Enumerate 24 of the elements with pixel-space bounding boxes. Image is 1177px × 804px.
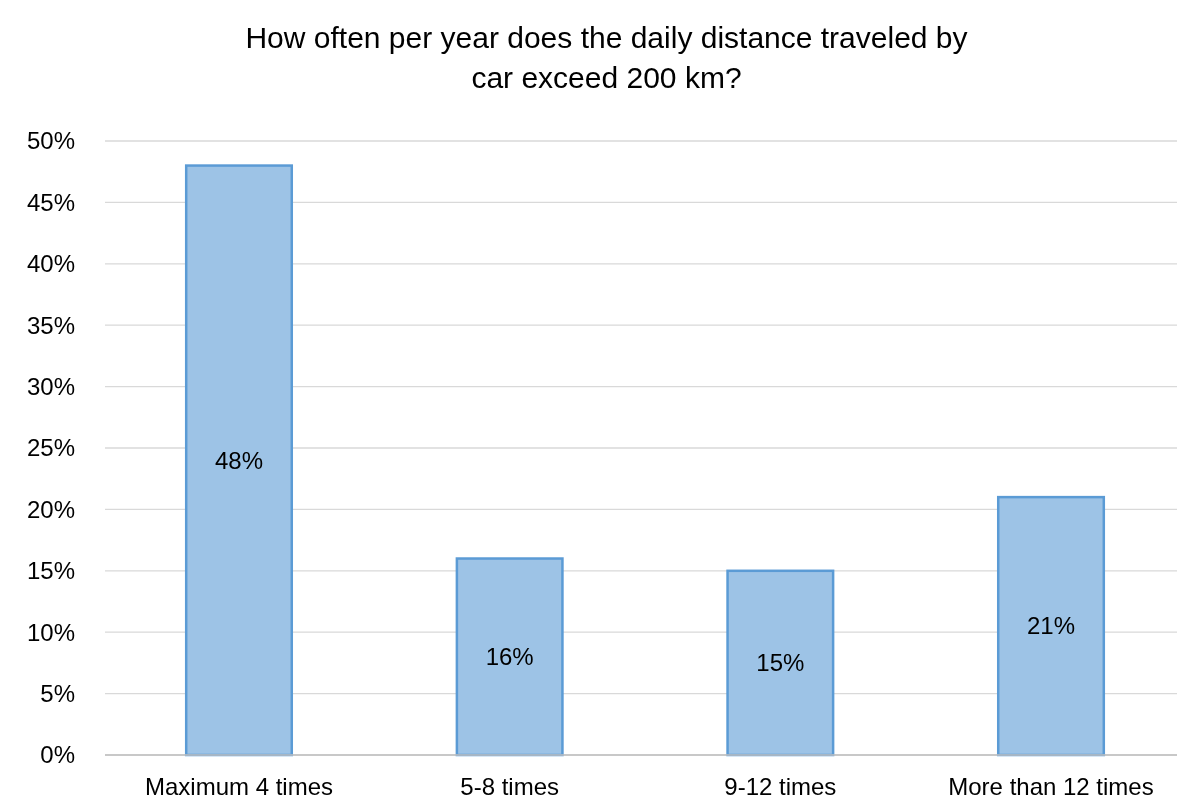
y-tick-label: 5% (40, 680, 75, 707)
y-tick-label: 30% (26, 373, 75, 400)
data-label: 16% (485, 643, 534, 671)
data-label: 15% (756, 649, 805, 677)
x-tick-label: More than 12 times (948, 773, 1154, 800)
y-tick-label: 40% (26, 250, 75, 278)
y-tick-label: 10% (26, 618, 75, 646)
data-label: 21% (1026, 612, 1076, 640)
data-label: 48% (214, 446, 264, 474)
bar (726, 569, 835, 757)
y-tick-label: 0% (40, 741, 75, 769)
y-tick-label: 35% (26, 311, 75, 339)
x-tick-label: 5-8 times (460, 773, 560, 800)
chart-title: How often per year does the daily distance traveled by car exceed 200 km? (245, 21, 968, 94)
bar (184, 164, 294, 757)
y-tick-label: 20% (26, 495, 75, 523)
bar (996, 495, 1106, 757)
y-tick-label: 25% (26, 434, 75, 462)
y-tick-label: 45% (26, 188, 75, 216)
y-tick-label: 50% (26, 127, 75, 155)
x-tick-label: 9-12 times (724, 773, 837, 800)
x-tick-label: Maximum 4 times (144, 773, 333, 800)
y-tick-label: 15% (26, 557, 75, 585)
bar (455, 557, 564, 757)
